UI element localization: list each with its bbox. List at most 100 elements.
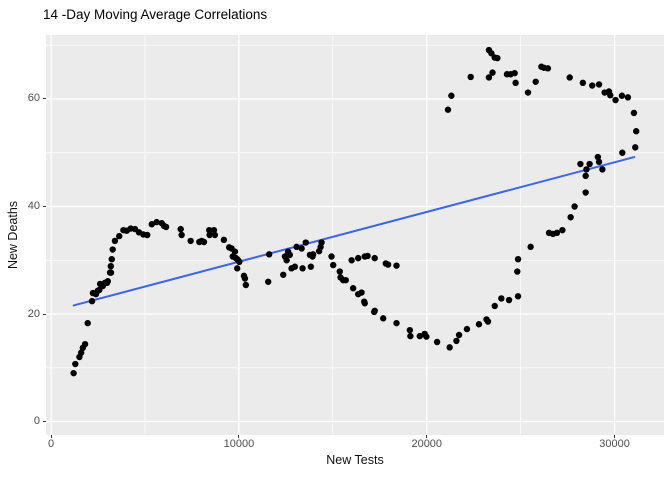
data-point — [371, 254, 378, 262]
data-point — [624, 94, 632, 101]
data-point — [423, 333, 430, 340]
data-point — [485, 74, 493, 81]
data-point — [532, 78, 539, 85]
data-point — [527, 243, 534, 251]
data-point — [491, 302, 498, 310]
data-point — [109, 246, 116, 253]
data-point — [144, 231, 151, 239]
y-tick-label: 0 — [33, 415, 40, 428]
data-point — [328, 253, 335, 260]
data-point — [77, 349, 85, 356]
data-point — [406, 326, 414, 334]
data-point — [371, 307, 378, 315]
data-point — [599, 166, 606, 173]
data-point — [108, 255, 115, 263]
x-tick-mark — [238, 435, 240, 438]
data-point — [594, 153, 602, 161]
trend-line — [72, 156, 636, 307]
data-point — [220, 236, 228, 244]
data-point — [309, 251, 317, 258]
x-tick-label: 20000 — [411, 438, 443, 450]
data-point — [84, 319, 91, 327]
data-point — [485, 46, 493, 54]
data-point — [433, 338, 441, 346]
data-point — [619, 149, 626, 156]
y-tick-label: 20 — [27, 307, 40, 320]
data-point — [379, 315, 387, 322]
y-tick-label: 40 — [27, 200, 40, 212]
data-point — [107, 262, 115, 270]
y-axis-title: New Deaths — [4, 35, 22, 435]
y-tick-mark — [43, 206, 46, 207]
data-point — [571, 203, 578, 210]
x-tick-mark — [614, 435, 616, 438]
data-point — [601, 89, 608, 96]
y-tick-label: 60 — [27, 92, 40, 105]
data-point — [361, 300, 368, 307]
data-point — [630, 109, 638, 117]
data-point — [283, 257, 290, 264]
y-tick-mark — [43, 98, 46, 100]
data-point — [153, 218, 160, 226]
data-point — [177, 225, 184, 233]
data-point — [307, 263, 315, 270]
data-point — [446, 344, 453, 351]
x-tick-mark — [426, 435, 428, 438]
data-point — [559, 226, 566, 234]
data-point — [498, 295, 505, 302]
data-point — [632, 144, 639, 151]
data-point — [514, 255, 522, 263]
x-tick-label: 10000 — [223, 438, 255, 450]
data-point — [236, 258, 243, 266]
y-axis-title-text: New Deaths — [6, 200, 20, 270]
data-point — [444, 106, 452, 113]
data-point — [595, 81, 603, 88]
plot-svg — [46, 35, 664, 435]
data-point — [178, 231, 185, 239]
data-point — [524, 89, 532, 96]
data-point — [330, 261, 337, 269]
data-point — [104, 278, 111, 285]
data-point — [455, 331, 463, 339]
data-point — [354, 254, 362, 262]
data-point — [88, 297, 96, 305]
data-point — [72, 360, 79, 368]
data-point — [302, 239, 309, 246]
data-point — [538, 63, 545, 70]
data-point — [566, 74, 573, 81]
data-point — [342, 276, 349, 284]
data-point — [491, 54, 498, 61]
data-point — [489, 69, 496, 76]
data-point — [475, 321, 483, 328]
data-point — [577, 160, 584, 168]
chart-title: 14 -Day Moving Average Correlations — [43, 7, 268, 22]
data-point — [484, 318, 492, 325]
data-point — [348, 257, 355, 264]
x-tick-label: 30000 — [599, 438, 630, 450]
x-axis-title: New Tests — [326, 453, 384, 467]
x-tick-label: 0 — [48, 438, 55, 450]
data-point — [241, 275, 249, 282]
data-point — [336, 268, 343, 275]
data-point — [586, 160, 593, 168]
y-tick-mark — [43, 421, 46, 423]
data-point — [512, 79, 519, 87]
data-point — [618, 92, 626, 99]
data-point — [583, 166, 590, 173]
data-point — [242, 281, 250, 289]
data-point — [299, 265, 306, 272]
data-point — [148, 221, 155, 228]
plot-panel — [46, 35, 664, 435]
data-point — [231, 248, 239, 255]
data-point — [210, 226, 218, 234]
data-point — [582, 172, 589, 180]
data-point — [503, 71, 511, 78]
data-point — [291, 263, 299, 270]
data-point — [589, 82, 596, 89]
data-point — [453, 337, 460, 345]
data-point — [70, 369, 77, 377]
data-point — [206, 226, 213, 234]
data-point — [579, 79, 587, 87]
data-point — [280, 271, 287, 278]
